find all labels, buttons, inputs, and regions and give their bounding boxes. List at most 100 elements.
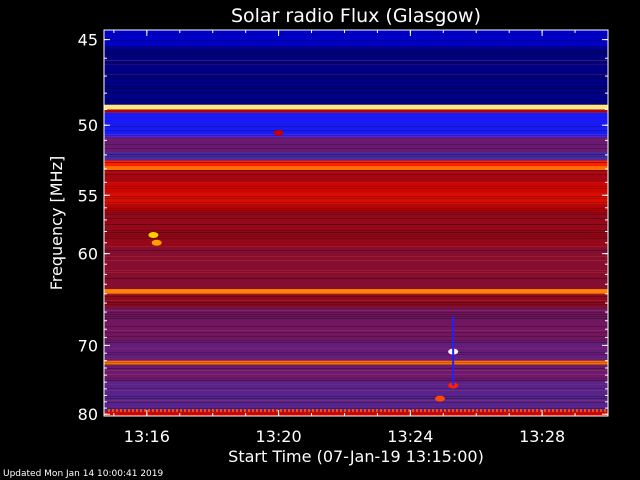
bottom-speckle <box>232 409 234 412</box>
texture-line <box>104 76 608 77</box>
bottom-speckle <box>292 409 294 412</box>
texture-line <box>104 260 608 261</box>
band-6 <box>104 152 608 161</box>
bottom-speckle <box>280 409 282 412</box>
x-tick-label: 13:20 <box>256 427 302 446</box>
texture-line <box>104 182 608 183</box>
band-16 <box>104 293 608 308</box>
bottom-speckle <box>172 409 174 412</box>
bottom-speckle <box>552 409 554 412</box>
texture-line <box>104 312 608 313</box>
band-3 <box>104 109 608 113</box>
bottom-speckle <box>272 409 274 412</box>
bottom-speckle <box>196 409 198 412</box>
band-5 <box>104 137 608 153</box>
plot-frame <box>103 29 609 417</box>
bottom-speckle <box>556 409 558 412</box>
texture-line <box>104 202 608 203</box>
y-tick-label: 55 <box>78 186 98 205</box>
bottom-speckle <box>544 409 546 412</box>
texture-line <box>104 52 608 53</box>
bottom-speckle <box>192 409 194 412</box>
bottom-speckle <box>428 409 430 412</box>
bottom-speckle <box>504 409 506 412</box>
band-10 <box>104 182 608 193</box>
bottom-speckle <box>316 409 318 412</box>
vertical-streak <box>452 316 455 386</box>
bottom-speckle <box>308 409 310 412</box>
texture-line <box>104 186 608 187</box>
bottom-speckle <box>364 409 366 412</box>
bottom-speckle <box>368 409 370 412</box>
texture-line <box>104 314 608 315</box>
bottom-speckle <box>560 409 562 412</box>
bottom-speckle <box>528 409 530 412</box>
texture-line <box>104 78 608 79</box>
texture-line <box>104 214 608 215</box>
bottom-speckle <box>252 409 254 412</box>
texture-line <box>104 238 608 239</box>
texture-line <box>104 172 608 173</box>
texture-line <box>104 296 608 297</box>
texture-line <box>104 352 608 353</box>
bottom-speckle <box>224 409 226 412</box>
texture-line <box>104 236 608 237</box>
texture-line <box>104 368 608 369</box>
bottom-speckle <box>512 409 514 412</box>
burst-1 <box>151 239 162 246</box>
bottom-speckle <box>420 409 422 412</box>
band-21 <box>104 382 608 412</box>
bottom-speckle <box>148 409 150 412</box>
bottom-speckle <box>212 409 214 412</box>
texture-line <box>104 308 608 309</box>
texture-line <box>104 294 608 295</box>
band-11 <box>104 192 608 206</box>
bottom-speckle <box>132 409 134 412</box>
band-17 <box>104 307 608 342</box>
texture-line <box>104 384 608 385</box>
texture-line <box>104 126 608 127</box>
texture-line <box>104 50 608 51</box>
bottom-speckle <box>300 409 302 412</box>
bottom-speckle <box>440 409 442 412</box>
band-15 <box>104 289 608 294</box>
bottom-speckle <box>604 409 606 412</box>
bottom-speckle <box>136 409 138 412</box>
texture-line <box>104 326 608 327</box>
texture-line <box>104 166 608 167</box>
bottom-speckle <box>128 409 130 412</box>
bottom-speckle <box>516 409 518 412</box>
texture-line <box>104 60 608 61</box>
bottom-speckle <box>392 409 394 412</box>
texture-line <box>104 364 608 365</box>
bottom-speckle <box>204 409 206 412</box>
texture-line <box>104 148 608 149</box>
bottom-speckle <box>500 409 502 412</box>
texture-line <box>104 210 608 211</box>
texture-line <box>104 388 608 389</box>
bottom-speckle <box>532 409 534 412</box>
bottom-speckle <box>408 409 410 412</box>
bottom-speckle <box>424 409 426 412</box>
texture-line <box>104 342 608 343</box>
band-8 <box>104 166 608 171</box>
band-19 <box>104 360 608 366</box>
bottom-speckle <box>580 409 582 412</box>
x-axis-label: Start Time (07-Jan-19 13:15:00) <box>228 447 484 466</box>
burst-0 <box>148 231 159 238</box>
bottom-speckle <box>468 409 470 412</box>
texture-line <box>104 278 608 279</box>
texture-line <box>104 54 608 55</box>
texture-line <box>104 86 608 87</box>
bottom-speckle <box>460 409 462 412</box>
bottom-speckle <box>352 409 354 412</box>
bottom-speckle <box>184 409 186 412</box>
bottom-speckle <box>536 409 538 412</box>
texture-line <box>104 400 608 401</box>
bottom-speckle <box>112 409 114 412</box>
texture-line <box>104 58 608 59</box>
bottom-speckle <box>372 409 374 412</box>
bottom-speckle <box>592 409 594 412</box>
bottom-speckle <box>264 409 266 412</box>
bottom-speckle <box>540 409 542 412</box>
